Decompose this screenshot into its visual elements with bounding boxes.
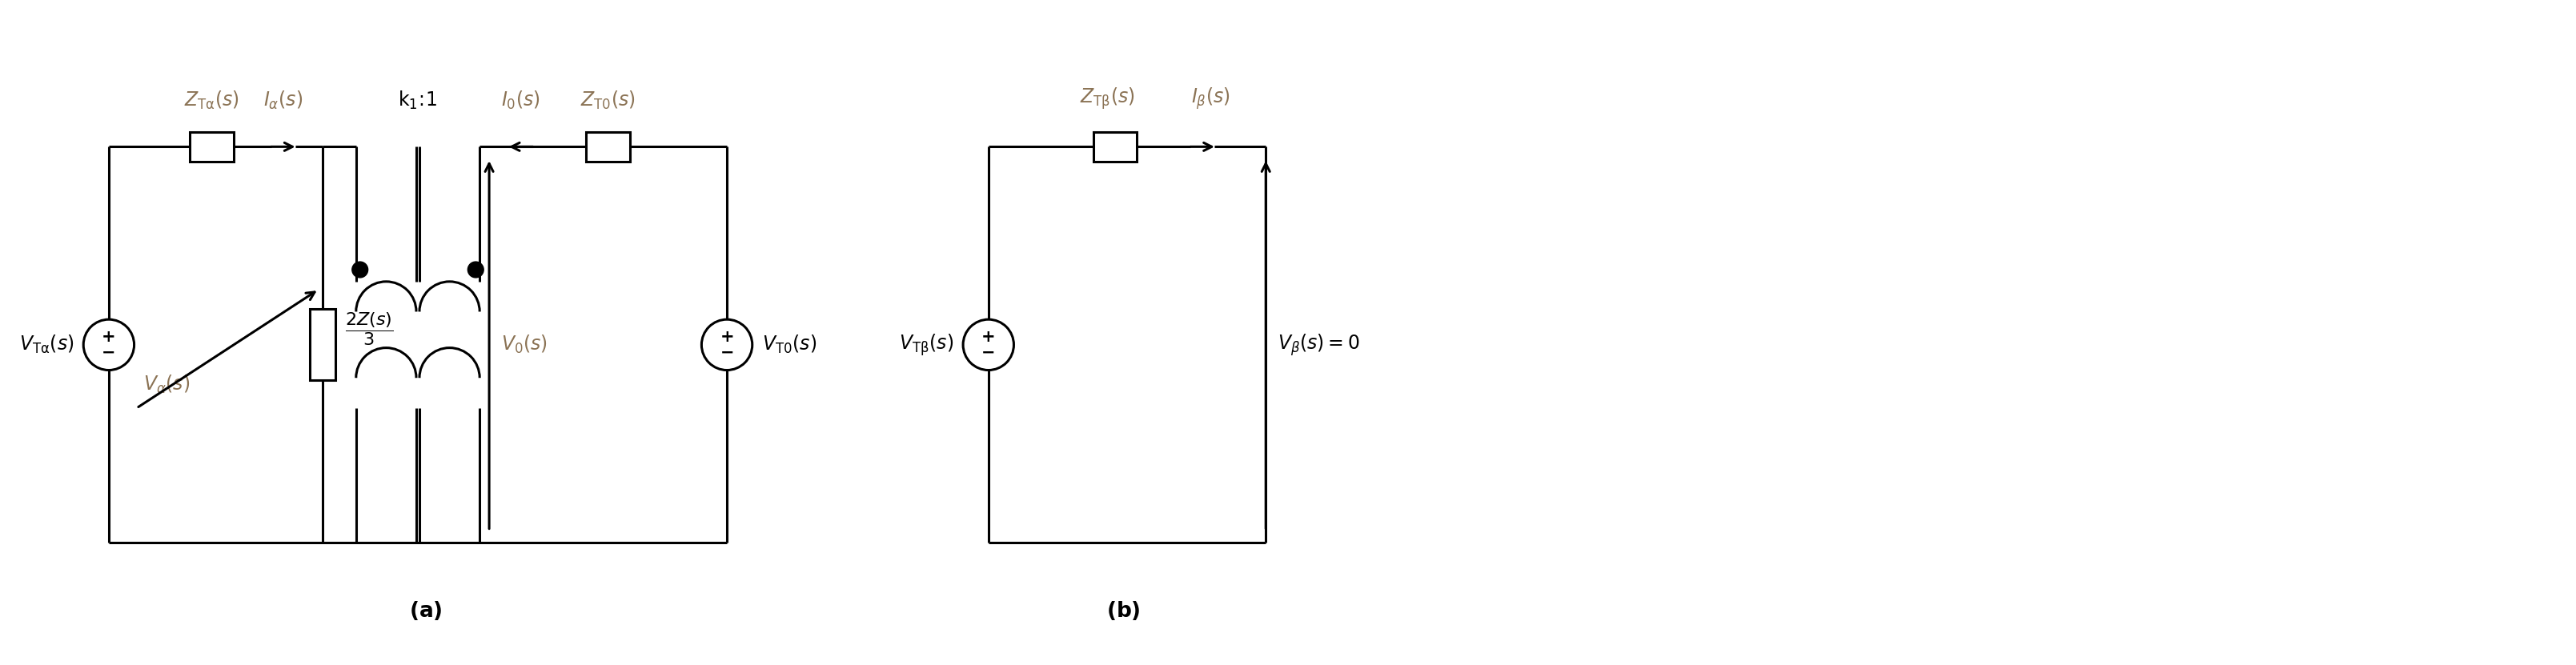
Text: $Z_{\rm T\alpha}(s)$: $Z_{\rm T\alpha}(s)$ xyxy=(183,89,240,111)
Text: $V_{\beta}(s){=}0$: $V_{\beta}(s){=}0$ xyxy=(1278,332,1360,358)
Bar xyxy=(1092,132,1136,162)
Text: +: + xyxy=(981,329,994,344)
Text: $Z_{\rm T0}(s)$: $Z_{\rm T0}(s)$ xyxy=(580,89,636,111)
Text: $\rm k_1\!:\!1$: $\rm k_1\!:\!1$ xyxy=(399,89,438,111)
Text: $I_{\rm 0}(s)$: $I_{\rm 0}(s)$ xyxy=(502,89,541,111)
Text: −: − xyxy=(981,344,994,360)
Text: $\dfrac{2Z(s)}{3}$: $\dfrac{2Z(s)}{3}$ xyxy=(345,311,394,347)
Text: $I_{\alpha}(s)$: $I_{\alpha}(s)$ xyxy=(263,89,304,111)
Text: −: − xyxy=(719,344,734,360)
Text: $V_{\alpha}(s)$: $V_{\alpha}(s)$ xyxy=(144,374,191,395)
Text: +: + xyxy=(719,329,734,344)
Text: $I_{\beta}(s)$: $I_{\beta}(s)$ xyxy=(1190,86,1229,111)
Bar xyxy=(191,132,234,162)
Text: $Z_{\rm T\beta}(s)$: $Z_{\rm T\beta}(s)$ xyxy=(1079,86,1136,111)
Bar xyxy=(587,132,631,162)
Text: $\mathbf{(b)}$: $\mathbf{(b)}$ xyxy=(1105,600,1141,622)
Bar xyxy=(309,309,335,380)
Text: $V_{\rm T\alpha}(s)$: $V_{\rm T\alpha}(s)$ xyxy=(18,334,75,356)
Text: $V_{\rm T\beta}(s)$: $V_{\rm T\beta}(s)$ xyxy=(899,332,953,358)
Text: +: + xyxy=(100,329,116,344)
Text: $V_{\rm T0}(s)$: $V_{\rm T0}(s)$ xyxy=(762,334,817,356)
Text: −: − xyxy=(103,344,116,360)
Circle shape xyxy=(469,262,484,277)
Text: $\mathbf{(a)}$: $\mathbf{(a)}$ xyxy=(410,600,443,622)
Circle shape xyxy=(353,262,368,277)
Text: $V_{\rm 0}(s)$: $V_{\rm 0}(s)$ xyxy=(502,334,549,356)
